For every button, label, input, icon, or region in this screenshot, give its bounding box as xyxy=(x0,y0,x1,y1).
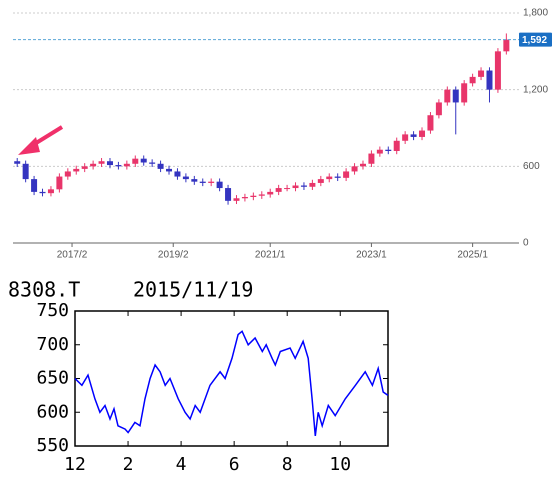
candle-body xyxy=(14,161,21,164)
candle-body xyxy=(343,171,350,178)
candle-body xyxy=(309,182,316,187)
candle-body xyxy=(486,70,493,90)
y-tick-label: 1,800 xyxy=(523,8,548,19)
x-tick-label: 2019/2 xyxy=(158,250,189,261)
price-line xyxy=(74,330,389,436)
candle-body xyxy=(182,176,189,180)
candle-body xyxy=(368,153,375,164)
candle-body xyxy=(494,51,501,90)
y-tick-label: 700 xyxy=(36,334,69,355)
x-tick-label: 2021/1 xyxy=(255,250,286,261)
y-tick-label: 550 xyxy=(36,435,69,456)
candle-body xyxy=(157,163,164,169)
candle-body xyxy=(174,171,181,177)
candle-body xyxy=(115,165,122,167)
chart-subtitle: 2015/11/19 xyxy=(133,278,253,302)
candle-body xyxy=(250,195,257,197)
candle-body xyxy=(444,89,451,103)
y-tick-label: 650 xyxy=(36,368,69,389)
y-tick-label: 600 xyxy=(36,401,69,422)
x-tick-label: 4 xyxy=(176,454,187,475)
candle-body xyxy=(90,163,97,167)
candle-body xyxy=(351,166,358,172)
candle-body xyxy=(292,185,299,189)
x-tick-label: 2023/1 xyxy=(356,250,387,261)
arrow-head xyxy=(18,137,40,155)
x-tick-label: 2025/1 xyxy=(457,250,488,261)
candle-body xyxy=(241,197,248,199)
candle-body xyxy=(376,149,383,154)
candle-body xyxy=(149,162,156,164)
y-tick-label: 600 xyxy=(523,161,540,172)
candle-body xyxy=(419,130,426,137)
chart-title: 8308.T xyxy=(8,278,80,302)
plot-frame xyxy=(74,310,389,447)
candle-body xyxy=(461,83,468,103)
x-tick-label: 2 xyxy=(123,454,134,475)
candle-body xyxy=(106,161,113,166)
candle-body xyxy=(300,185,307,187)
candle-body xyxy=(225,188,232,201)
candle-body xyxy=(123,163,130,167)
candle-body xyxy=(199,181,206,183)
candle-body xyxy=(81,166,88,169)
candle-body xyxy=(410,134,417,137)
candle-body xyxy=(334,176,341,178)
candle-body xyxy=(452,89,459,103)
candle-body xyxy=(31,179,38,192)
candle-body xyxy=(503,39,510,52)
candle-body xyxy=(385,149,392,151)
last-price-box xyxy=(519,32,552,47)
candle-body xyxy=(39,191,46,194)
x-tick-label: 6 xyxy=(229,454,240,475)
x-tick-label: 10 xyxy=(329,454,351,475)
candle-body xyxy=(47,189,54,194)
candle-body xyxy=(73,168,80,172)
x-tick-label: 12 xyxy=(64,454,86,475)
candle-body xyxy=(326,176,333,180)
candle-body xyxy=(208,181,215,183)
candle-body xyxy=(284,188,291,190)
candle-body xyxy=(22,163,29,180)
y-tick-label: 750 xyxy=(36,300,69,321)
candle-body xyxy=(64,171,71,177)
candle-body xyxy=(435,102,442,116)
candle-body xyxy=(166,168,173,172)
x-tick-label: 8 xyxy=(282,454,293,475)
candle-body xyxy=(469,76,476,84)
candle-body xyxy=(132,158,139,164)
candle-body xyxy=(478,70,485,77)
candle-body xyxy=(233,198,240,201)
candle-body xyxy=(98,161,105,164)
candle-body xyxy=(359,163,366,167)
candle-body xyxy=(402,134,409,141)
candle-body xyxy=(191,179,198,182)
candle-body xyxy=(56,176,63,190)
last-price-label: 1,592 xyxy=(522,35,547,46)
candle-body xyxy=(427,115,434,131)
x-tick-label: 2017/2 xyxy=(57,250,88,261)
y-tick-label: 0 xyxy=(523,238,529,249)
y-tick-label: 1,200 xyxy=(523,84,548,95)
candle-body xyxy=(216,181,223,189)
candle-body xyxy=(275,188,282,192)
candle-body xyxy=(317,179,324,183)
candle-body xyxy=(258,194,265,196)
candle-body xyxy=(393,140,400,151)
candle-body xyxy=(267,191,274,195)
candle-body xyxy=(140,158,147,163)
